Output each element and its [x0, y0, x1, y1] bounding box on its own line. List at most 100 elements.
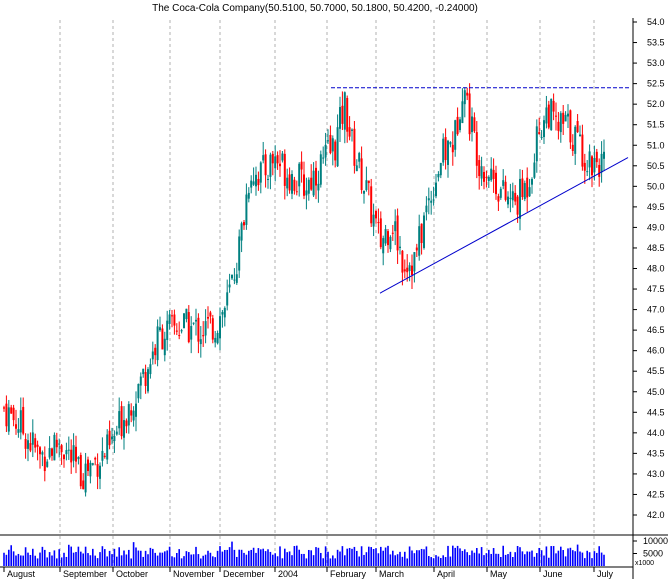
- candle-body: [245, 194, 248, 225]
- volume-bar: [394, 555, 396, 566]
- volume-bar: [8, 549, 10, 566]
- x-label-may: May: [490, 569, 508, 579]
- volume-bar: [490, 553, 492, 566]
- candle-body: [65, 450, 68, 455]
- candle-body: [60, 445, 63, 453]
- volume-bar: [56, 558, 58, 566]
- volume-bar: [195, 546, 197, 566]
- volume-bar: [58, 549, 60, 566]
- price-tick-label: 52.0: [647, 99, 665, 109]
- candle-body: [372, 214, 375, 227]
- candle-body: [161, 328, 164, 350]
- volume-bar: [468, 555, 471, 566]
- volume-bar: [228, 547, 231, 566]
- volume-bar: [27, 552, 29, 566]
- candle-body: [295, 191, 298, 193]
- candle-body: [211, 318, 214, 340]
- volume-bar: [341, 546, 344, 566]
- volume-bar: [68, 544, 70, 566]
- candle-body: [209, 312, 212, 317]
- volume-bar: [24, 547, 27, 566]
- volume-bar: [548, 557, 550, 566]
- volume-bar: [65, 556, 68, 566]
- price-tick-label: 46.0: [647, 346, 665, 356]
- candle-body: [595, 151, 598, 163]
- volume-bar: [408, 546, 411, 566]
- volume-bar: [327, 551, 329, 566]
- candle-body: [545, 107, 548, 124]
- candle-body: [331, 138, 334, 152]
- volume-bar: [365, 552, 368, 566]
- candle-body: [19, 410, 22, 433]
- candle-body: [370, 186, 373, 224]
- candle-body: [235, 274, 238, 283]
- candle-body: [444, 137, 447, 161]
- volume-bars: [3, 541, 605, 566]
- candle-body: [233, 279, 236, 281]
- volume-bar: [418, 550, 420, 566]
- candle-body: [70, 449, 73, 463]
- candle-body: [67, 449, 70, 451]
- candle-body: [55, 439, 58, 448]
- candle-body: [557, 121, 560, 131]
- candle-body: [192, 322, 195, 324]
- volume-axis: 5000 10000 x1000: [633, 536, 668, 567]
- volume-bar: [17, 553, 20, 566]
- volume-bar: [279, 546, 281, 566]
- candle-body: [283, 153, 286, 186]
- candle-body: [437, 174, 440, 178]
- candle-body: [562, 112, 565, 124]
- candle-body: [82, 480, 85, 490]
- volume-bar: [384, 547, 387, 566]
- volume-bar: [310, 550, 312, 566]
- candle-body: [259, 162, 262, 183]
- candle-body: [569, 110, 572, 143]
- x-label-august: August: [7, 569, 36, 579]
- candle-body: [111, 436, 113, 440]
- volume-bar: [204, 554, 207, 566]
- candle-body: [317, 183, 320, 191]
- volume-bar: [315, 547, 317, 566]
- candle-body: [567, 113, 569, 117]
- candle-body: [538, 132, 541, 135]
- candle-body: [384, 229, 387, 244]
- volume-bar: [72, 552, 75, 566]
- volume-bar: [120, 555, 123, 566]
- candle-body: [559, 113, 562, 133]
- candle-body: [351, 129, 353, 131]
- volume-bar: [360, 546, 363, 566]
- candle-body: [240, 223, 243, 241]
- volume-bar: [171, 556, 173, 566]
- volume-bar: [471, 550, 473, 566]
- candle-body: [355, 165, 358, 172]
- volume-bar: [497, 553, 500, 566]
- candle-body: [425, 205, 428, 213]
- candle-body: [418, 226, 421, 256]
- volume-bar: [528, 551, 531, 566]
- candle-body: [17, 429, 20, 433]
- candle-body: [511, 191, 514, 201]
- price-tick-label: 47.0: [647, 305, 665, 315]
- x-label-july: July: [597, 569, 614, 579]
- volume-bar: [377, 553, 380, 566]
- volume-bar: [212, 556, 214, 566]
- candle-body: [502, 180, 505, 186]
- volume-bar: [329, 558, 332, 566]
- candle-body: [540, 137, 543, 139]
- candle-body: [89, 462, 92, 477]
- volume-bar: [303, 553, 305, 566]
- candle-body: [291, 174, 293, 194]
- volume-bar: [459, 548, 461, 566]
- candle-body: [180, 330, 183, 332]
- volume-bar: [500, 556, 502, 566]
- volume-bar: [32, 548, 34, 566]
- candle-body: [15, 424, 17, 429]
- volume-bar: [262, 548, 264, 566]
- volume-bar: [135, 547, 137, 566]
- candle-body: [274, 156, 277, 169]
- candle-body: [555, 115, 557, 117]
- volume-bar: [444, 557, 447, 566]
- candle-body: [5, 403, 8, 427]
- volume-bar: [118, 547, 120, 566]
- volume-bar: [226, 549, 228, 566]
